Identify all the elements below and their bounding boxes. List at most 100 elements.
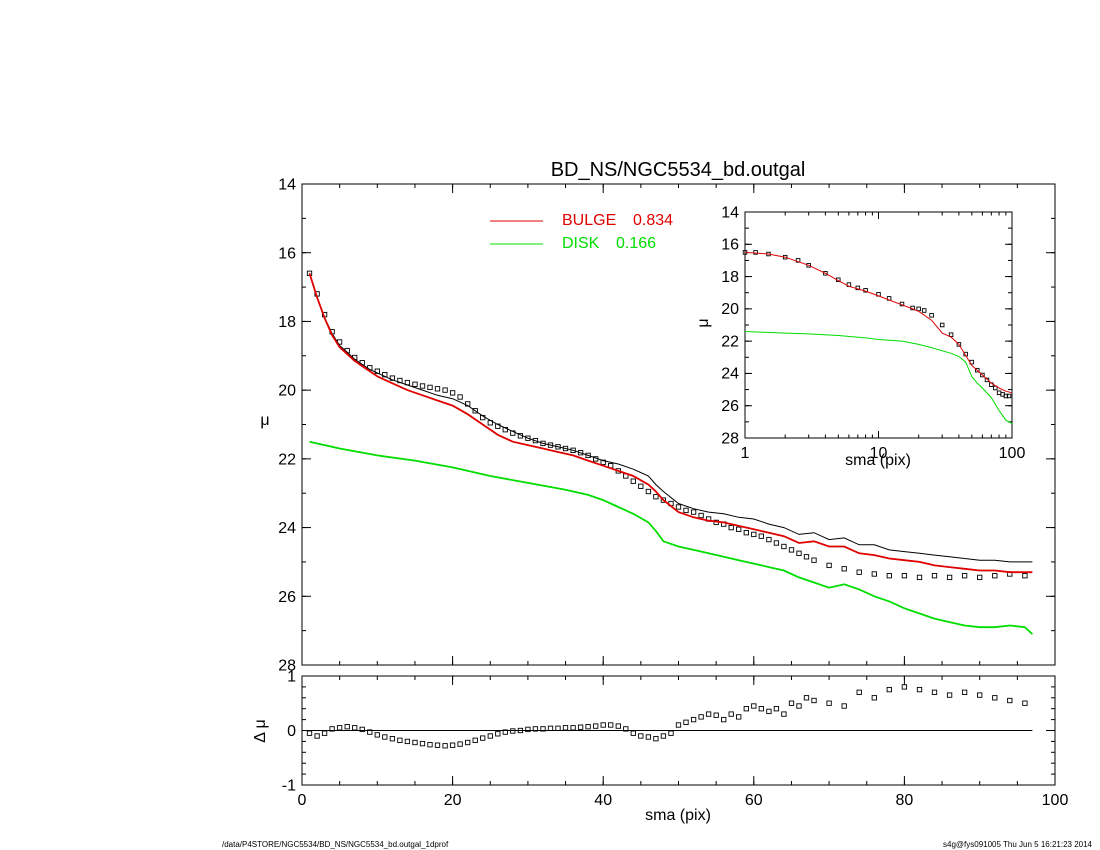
series-residual-point xyxy=(638,733,644,739)
y-tick-label: 14 xyxy=(721,204,739,221)
y-tick-label: 1 xyxy=(287,669,296,686)
y-tick-label: 24 xyxy=(278,520,296,537)
series-residual-point xyxy=(1022,700,1028,706)
series-data-point xyxy=(419,383,426,389)
series-data-point xyxy=(916,574,923,581)
series-residual-point xyxy=(788,700,795,706)
x-tick-label: 40 xyxy=(594,792,612,809)
series-data-point xyxy=(826,562,832,569)
y-tick-label: 22 xyxy=(721,333,739,350)
series-residual-point xyxy=(766,708,772,715)
inset-ticks: 1 10 100 14 16 18 20 22 24 26 28 xyxy=(721,204,1025,462)
main-series xyxy=(306,270,1034,635)
series-data-point xyxy=(946,574,953,581)
series-data-point xyxy=(577,450,584,456)
main-y-axis-label: μ xyxy=(260,412,269,429)
series-residual-point xyxy=(502,729,508,735)
series-data-point xyxy=(427,384,433,391)
series-data-point xyxy=(961,573,968,579)
series-data-point xyxy=(886,573,892,579)
series-data-point xyxy=(980,372,985,378)
y-tick-label: 14 xyxy=(278,177,296,194)
series-residual-point xyxy=(946,692,953,698)
legend: BULGE 0.834 DISK 0.166 xyxy=(490,212,673,252)
series-residual-point xyxy=(886,686,892,693)
series-data-point xyxy=(811,557,817,563)
series-residual-point xyxy=(397,737,403,743)
series-data-point xyxy=(1022,573,1028,579)
y-tick-label: 20 xyxy=(721,301,739,318)
series-residual-point xyxy=(961,689,968,695)
series-residual-point xyxy=(495,731,501,737)
series-residual-point xyxy=(901,684,908,690)
series-residual-point xyxy=(660,733,667,739)
series-residual-point xyxy=(314,733,320,739)
series-data-point xyxy=(690,509,697,515)
series-residual-point xyxy=(623,726,629,732)
x-tick-label: 80 xyxy=(896,792,914,809)
series-residual-point xyxy=(487,733,493,739)
series-residual-point xyxy=(615,723,621,729)
y-tick-label: -1 xyxy=(282,778,296,795)
series-residual-point xyxy=(683,719,689,725)
x-tick-label: 1 xyxy=(741,445,750,462)
inset-panel: 1 10 100 14 16 18 20 22 24 26 28 sma (pix) μ xyxy=(695,204,1025,469)
x-tick-label: 10 xyxy=(870,445,888,462)
series-data-point xyxy=(975,367,980,373)
series-residual-point xyxy=(367,729,373,735)
series-residual-point xyxy=(773,706,780,712)
series-residual-point xyxy=(1007,697,1013,704)
series-total-line xyxy=(309,273,1033,563)
series-residual-point xyxy=(374,732,380,738)
series-bulge-line xyxy=(744,251,1013,394)
series-residual-point xyxy=(653,736,659,742)
series-data-point xyxy=(698,512,704,519)
series-residual-point xyxy=(856,689,862,695)
legend-disk-value: 0.166 xyxy=(616,235,656,252)
series-residual-point xyxy=(525,726,531,733)
series-data-point xyxy=(660,497,667,503)
series-data-point xyxy=(683,507,689,514)
series-residual-point xyxy=(916,686,923,693)
residual-panel: 0 20 40 60 80 100-101 Δ μ sma (pix) xyxy=(252,669,1068,824)
series-data-point xyxy=(645,488,652,495)
series-residual-point xyxy=(811,697,817,704)
series-data-point xyxy=(803,554,810,560)
series-data-point xyxy=(412,381,418,387)
y-tick-label: 28 xyxy=(721,430,739,447)
series-residual-point xyxy=(577,724,584,730)
series-residual-point xyxy=(736,714,742,720)
series-residual-point xyxy=(329,726,335,732)
series-data-point xyxy=(929,313,934,318)
inset-plot-frame xyxy=(744,211,1013,439)
series-residual-point xyxy=(751,703,757,709)
x-tick-label: 20 xyxy=(444,792,462,809)
series-data-point xyxy=(931,573,938,579)
y-tick-label: 16 xyxy=(721,237,739,254)
series-data-point xyxy=(525,435,531,441)
series-residual-point xyxy=(992,695,998,701)
series-data-point xyxy=(472,408,478,414)
series-residual-point xyxy=(404,738,411,745)
series-residual-point xyxy=(781,711,787,717)
legend-bulge-name: BULGE xyxy=(562,212,616,229)
series-data-point xyxy=(841,566,847,572)
series-data-point xyxy=(630,478,636,484)
inset-x-axis-label: sma (pix) xyxy=(845,452,911,469)
series-disk-line xyxy=(744,331,1013,424)
series-data-point xyxy=(823,271,828,276)
series-data-point xyxy=(743,530,749,536)
x-tick-label: 60 xyxy=(745,792,763,809)
series-bulge-line xyxy=(308,273,1033,574)
series-residual-point xyxy=(713,712,719,718)
series-data-point xyxy=(773,540,780,546)
x-tick-label: 100 xyxy=(999,445,1026,462)
series-residual-point xyxy=(600,722,606,728)
series-residual-point xyxy=(690,716,697,723)
series-residual-point xyxy=(758,706,764,712)
series-residual-point xyxy=(419,740,426,747)
series-data-point xyxy=(939,322,945,328)
series-residual-point xyxy=(540,726,546,732)
series-residual-point xyxy=(457,741,463,747)
series-data-point xyxy=(956,342,962,347)
